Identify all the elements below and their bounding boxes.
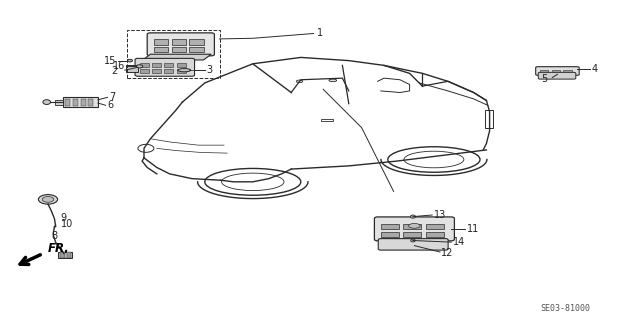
Bar — [177, 69, 186, 73]
Text: 10: 10 — [61, 219, 73, 229]
FancyBboxPatch shape — [538, 72, 576, 79]
Bar — [88, 99, 93, 106]
Text: 16: 16 — [113, 61, 125, 71]
Bar — [140, 69, 149, 73]
Bar — [403, 224, 421, 229]
Bar — [73, 99, 78, 106]
Bar — [152, 63, 161, 67]
Bar — [381, 224, 399, 229]
Bar — [381, 232, 399, 237]
Bar — [426, 224, 444, 229]
Ellipse shape — [38, 195, 58, 204]
Bar — [55, 100, 63, 105]
Text: 4: 4 — [592, 63, 598, 74]
Bar — [140, 63, 149, 67]
Bar — [65, 99, 70, 106]
Bar — [177, 63, 186, 67]
Ellipse shape — [409, 223, 420, 228]
Bar — [172, 47, 186, 52]
Text: 3: 3 — [207, 65, 213, 75]
Ellipse shape — [178, 69, 191, 72]
Text: FR.: FR. — [47, 242, 69, 255]
Bar — [540, 70, 548, 73]
Bar — [154, 39, 168, 45]
Bar — [81, 99, 86, 106]
Ellipse shape — [127, 59, 132, 62]
Bar — [172, 39, 186, 45]
Bar — [164, 69, 173, 73]
Ellipse shape — [296, 80, 303, 83]
Bar — [152, 69, 161, 73]
Ellipse shape — [136, 65, 143, 68]
FancyBboxPatch shape — [135, 58, 195, 76]
Text: 12: 12 — [442, 248, 454, 258]
Ellipse shape — [329, 79, 337, 82]
Text: 8: 8 — [51, 231, 58, 241]
Bar — [58, 252, 72, 258]
Polygon shape — [143, 54, 211, 60]
Bar — [563, 70, 572, 73]
Text: 11: 11 — [467, 224, 479, 234]
Text: 6: 6 — [108, 100, 114, 110]
Text: 7: 7 — [109, 92, 115, 102]
FancyBboxPatch shape — [374, 217, 454, 241]
Bar — [63, 97, 98, 107]
Bar — [321, 119, 333, 121]
Ellipse shape — [43, 100, 51, 105]
Text: 5: 5 — [541, 74, 548, 84]
Bar — [189, 39, 204, 45]
FancyBboxPatch shape — [147, 33, 214, 56]
Bar — [67, 252, 71, 258]
Bar — [485, 110, 493, 128]
Ellipse shape — [410, 215, 415, 218]
Text: 2: 2 — [111, 66, 117, 76]
Text: 14: 14 — [452, 237, 465, 247]
Bar — [60, 252, 65, 258]
Ellipse shape — [42, 197, 54, 202]
Text: 1: 1 — [317, 28, 323, 39]
Bar — [126, 65, 138, 72]
Bar — [189, 47, 204, 52]
Bar — [127, 30, 220, 78]
Bar — [552, 70, 560, 73]
Text: 9: 9 — [61, 213, 67, 223]
Text: SE03-81000: SE03-81000 — [541, 304, 591, 313]
FancyBboxPatch shape — [536, 67, 579, 75]
Text: 15: 15 — [104, 56, 116, 66]
Bar — [426, 232, 444, 237]
Bar — [164, 63, 173, 67]
Ellipse shape — [411, 239, 415, 242]
Bar — [403, 232, 421, 237]
Text: 13: 13 — [434, 210, 446, 220]
Bar — [154, 47, 168, 52]
FancyBboxPatch shape — [378, 239, 448, 250]
